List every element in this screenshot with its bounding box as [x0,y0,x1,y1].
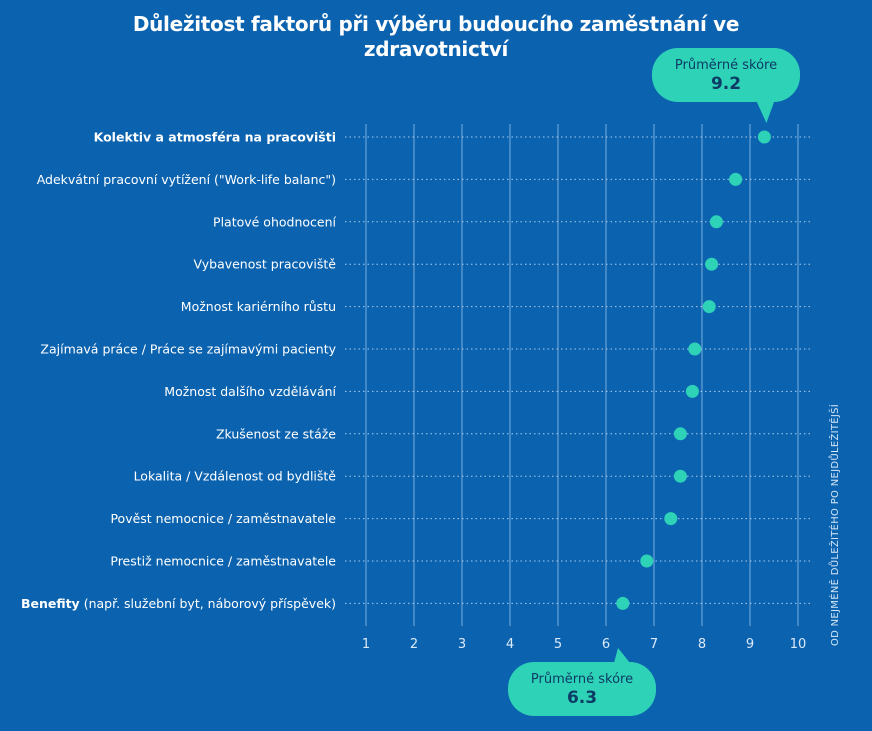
category-label: Možnost kariérního růstu [181,299,336,314]
callout-value: 6.3 [567,688,597,708]
category-label: Lokalita / Vzdálenost od bydliště [134,469,337,484]
x-tick-label: 1 [362,637,370,652]
x-tick-label: 2 [410,637,418,652]
callout-value: 9.2 [711,74,741,94]
data-point [616,596,630,610]
category-label: Benefity (např. služební byt, náborový p… [21,596,336,611]
category-labels: Kolektiv a atmosféra na pracovišti Adekvá… [21,130,337,611]
side-axis-label: OD NEJMÉNĚ DŮLEŽITÉHO PO NEJDŮLEŽITĚJŠÍ [828,404,841,646]
category-label: Prestiž nemocnice / zaměstnavatele [110,554,336,569]
category-label: Možnost dalšího vzdělávání [164,384,336,399]
category-label: Platové ohodnocení [213,214,336,229]
x-tick-label: 5 [554,637,562,652]
data-point [705,257,719,271]
data-point [664,512,678,526]
category-label: Vybavenost pracoviště [194,257,337,272]
data-point [685,384,699,398]
callout-pointer [614,648,630,663]
category-label: Zajímavá práce / Práce se zajímavými pac… [40,342,336,357]
data-point [702,300,716,314]
grid-layer [345,124,810,626]
x-tick-label: 4 [506,637,514,652]
data-point [729,172,743,186]
category-label: Kolektiv a atmosféra na pracovišti [94,130,336,145]
callout-pointer [756,101,775,123]
callout-bubble [652,48,800,102]
x-tick-label: 9 [746,637,754,652]
callout-label: Průměrné skóre [675,58,777,73]
x-tick-label: 7 [650,637,658,652]
data-point [673,427,687,441]
chart-title: Důležitost faktorů při výběru budoucího … [132,12,740,61]
x-tick-label: 10 [790,637,807,652]
x-tick-label: 8 [698,637,706,652]
category-label: Zkušenost ze stáže [216,426,336,441]
callout-bubble [508,662,656,716]
x-tick-label: 6 [602,637,610,652]
data-point [688,342,702,356]
x-tick-label: 3 [458,637,466,652]
x-axis-ticks: 1 2 3 4 5 6 7 8 9 10 [362,637,806,652]
category-label: Adekvátní pracovní vytížení ("Work-life … [37,172,336,187]
data-point [640,554,654,568]
callout-label: Průměrné skóre [531,672,633,687]
category-label: Pověst nemocnice / zaměstnavatele [110,511,336,526]
data-point [709,215,723,229]
data-point [673,469,687,483]
data-points [616,130,771,610]
data-point [757,130,771,144]
